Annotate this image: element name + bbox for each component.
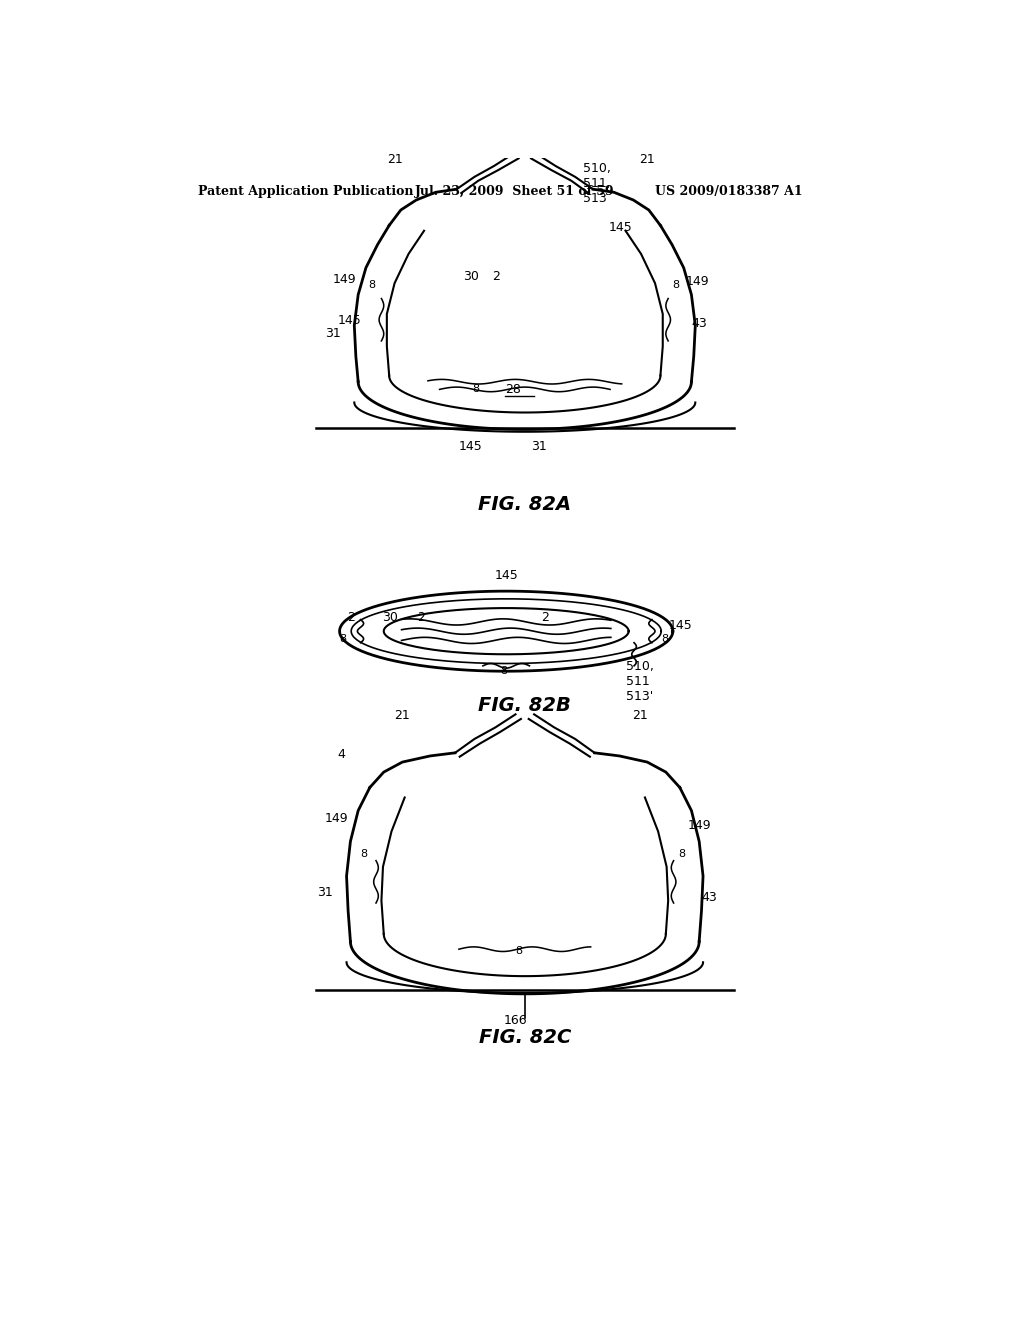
Text: 149: 149 <box>325 812 348 825</box>
Text: 2: 2 <box>347 611 355 624</box>
Text: 31: 31 <box>317 887 333 899</box>
Text: 2: 2 <box>493 271 500 284</box>
Text: Jul. 23, 2009  Sheet 51 of 59: Jul. 23, 2009 Sheet 51 of 59 <box>415 185 614 198</box>
Text: US 2009/0183387 A1: US 2009/0183387 A1 <box>655 185 803 198</box>
Text: 4: 4 <box>337 748 345 760</box>
Text: FIG. 82A: FIG. 82A <box>478 495 571 515</box>
Text: 145: 145 <box>608 222 632 234</box>
Text: 21: 21 <box>640 153 655 166</box>
Text: 43: 43 <box>701 891 717 904</box>
Text: 510,
511,
513: 510, 511, 513 <box>583 161 610 205</box>
Text: 145: 145 <box>495 569 518 582</box>
Text: 145: 145 <box>337 314 361 326</box>
Text: 8: 8 <box>500 667 507 676</box>
Text: 43: 43 <box>691 317 708 330</box>
Text: 8: 8 <box>472 384 479 395</box>
Text: 145: 145 <box>459 440 482 453</box>
Text: 21: 21 <box>387 153 402 166</box>
Text: 31: 31 <box>531 440 547 453</box>
Text: 8: 8 <box>515 946 522 957</box>
Text: FIG. 82B: FIG. 82B <box>478 696 571 714</box>
Text: 8: 8 <box>360 850 368 859</box>
Text: 8: 8 <box>662 634 669 644</box>
Text: 28: 28 <box>506 383 521 396</box>
Text: 30: 30 <box>463 271 478 284</box>
Text: 8: 8 <box>340 634 347 644</box>
Text: 149: 149 <box>686 275 710 288</box>
Text: Patent Application Publication: Patent Application Publication <box>198 185 414 198</box>
Text: 166: 166 <box>504 1014 527 1027</box>
Text: 145: 145 <box>669 619 692 631</box>
Text: 30: 30 <box>382 611 398 624</box>
Text: 149: 149 <box>333 273 356 286</box>
Text: 31: 31 <box>325 327 341 341</box>
Text: 149: 149 <box>687 820 712 833</box>
Text: 21: 21 <box>394 709 411 722</box>
Text: 21: 21 <box>632 709 647 722</box>
Text: FIG. 82C: FIG. 82C <box>478 1028 571 1047</box>
Text: 510,
511
513': 510, 511 513' <box>627 660 654 702</box>
Text: 8: 8 <box>678 850 685 859</box>
Text: 2: 2 <box>541 611 549 624</box>
Text: 8: 8 <box>672 280 679 289</box>
Text: 8: 8 <box>369 280 376 289</box>
Text: 2: 2 <box>417 611 425 624</box>
